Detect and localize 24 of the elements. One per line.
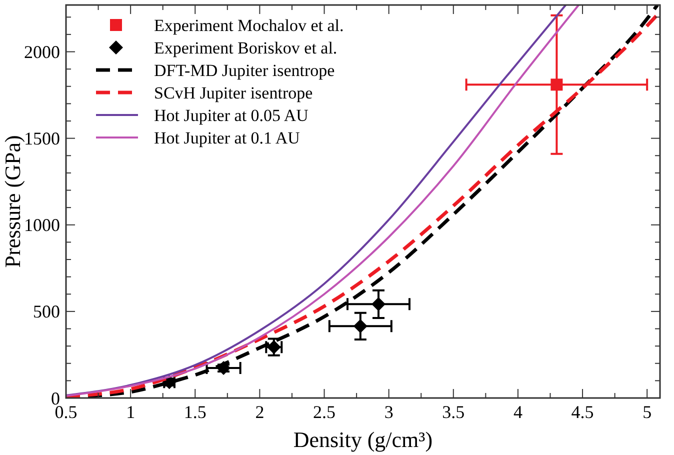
x-tick-label: 2 (255, 402, 264, 422)
y-axis-title: Pressure (GPa) (0, 135, 25, 268)
legend-label: SCvH Jupiter isentrope (154, 83, 313, 102)
y-tick-label: 1000 (24, 215, 60, 236)
x-tick-label: 5 (642, 402, 652, 422)
legend-label: Hot Jupiter at 0.1 AU (154, 128, 300, 148)
legend-label: DFT-MD Jupiter isentrope (154, 60, 335, 80)
legend-label: Experiment Mochalov et al. (154, 16, 344, 35)
x-tick-label: 4 (513, 402, 522, 422)
point (371, 297, 386, 312)
x-tick-label: 3 (384, 402, 394, 422)
point (550, 78, 563, 91)
point (353, 319, 368, 334)
y-tick-label: 500 (33, 302, 60, 322)
y-tick-label: 2000 (24, 42, 60, 62)
x-tick-label: 1.5 (184, 402, 206, 422)
x-tick-label: 4.5 (571, 402, 594, 422)
y-tick-label: 1500 (24, 128, 60, 149)
x-tick-label: 2.5 (313, 402, 336, 422)
legend-label: Hot Jupiter at 0.05 AU (154, 106, 308, 125)
x-tick-label: 3.5 (442, 402, 465, 422)
legend-label: Experiment Boriskov et al. (154, 38, 338, 58)
x-tick-label: 1 (126, 402, 136, 422)
x-axis-title: Density (g/cm³) (293, 427, 433, 452)
